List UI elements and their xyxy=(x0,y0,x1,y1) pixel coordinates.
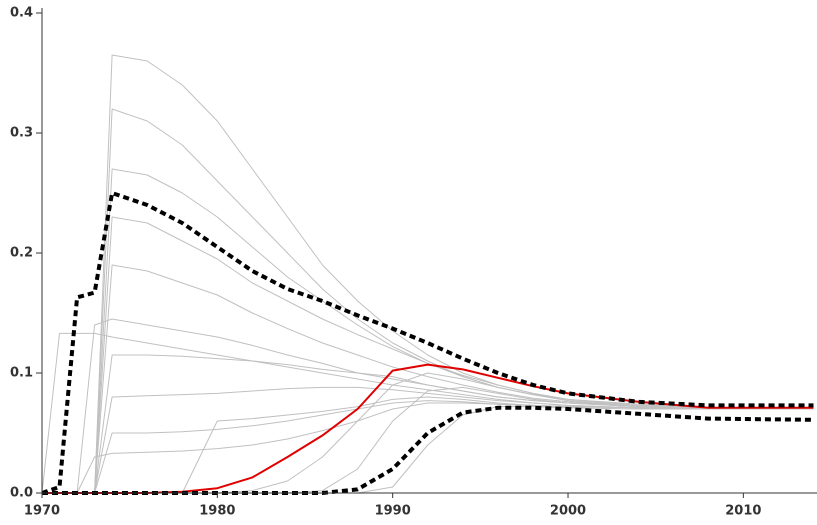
x-tick-label: 1990 xyxy=(375,504,411,519)
y-tick-label: 0.1 xyxy=(10,366,33,381)
series-line xyxy=(42,386,814,494)
y-tick-label: 0.3 xyxy=(10,126,33,141)
y-tick-label: 0.4 xyxy=(10,6,33,21)
y-tick-label: 0.0 xyxy=(10,486,33,501)
series-line xyxy=(42,264,814,494)
x-tick-label: 1970 xyxy=(24,504,60,519)
x-tick-label: 1980 xyxy=(199,504,235,519)
series-line xyxy=(42,168,814,494)
series-line xyxy=(42,363,814,494)
y-tick-label: 0.2 xyxy=(10,246,33,261)
bound-line xyxy=(41,191,814,495)
x-tick-label: 2010 xyxy=(725,504,761,519)
series-line xyxy=(42,354,814,494)
series-line xyxy=(41,332,814,494)
x-tick-label: 2000 xyxy=(550,504,586,519)
bound-line xyxy=(42,405,814,495)
series-line xyxy=(42,400,814,494)
series-line xyxy=(42,54,814,494)
